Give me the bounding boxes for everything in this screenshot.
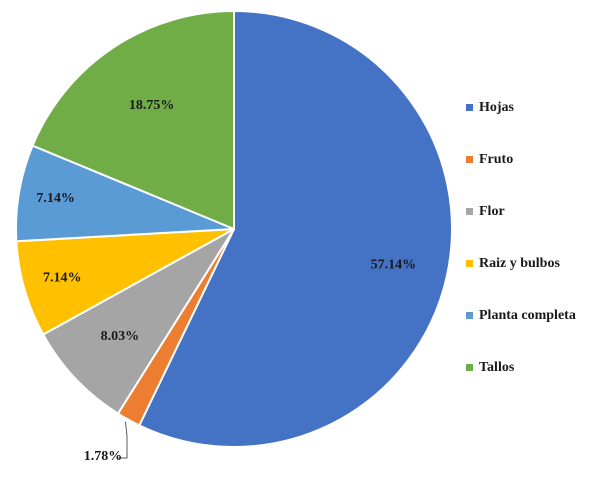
legend-swatch-hojas [466,104,473,111]
legend: Hojas Fruto Flor Raiz y bulbos Planta comple… [466,100,576,375]
legend-swatch-fruto [466,156,473,163]
data-label-tallos: 18.75% [129,98,175,113]
pie-slice-tallos [31,9,235,231]
pie-slice-hojas [137,9,454,448]
data-label-hojas: 57.14% [371,258,417,273]
legend-swatch-flor [466,208,473,215]
data-label-fruto: 1.78% [84,449,123,464]
pie-slice-flor [41,228,235,415]
pie-slices [14,9,454,448]
data-label-raiz-y-bulbos: 7.14% [43,271,82,286]
legend-label-flor: Flor [479,204,505,219]
legend-swatch-raiz-y-bulbos [466,260,473,267]
legend-label-planta-completa: Planta completa [479,308,576,323]
legend-swatch-tallos [466,364,473,371]
legend-label-tallos: Tallos [479,360,515,375]
legend-label-raiz-y-bulbos: Raiz y bulbos [479,256,560,271]
leader-lines [118,421,128,459]
legend-swatch-planta-completa [466,312,473,319]
data-label-planta-completa: 7.14% [36,191,75,206]
data-label-flor: 8.03% [101,329,140,344]
legend-label-fruto: Fruto [479,152,513,167]
legend-label-hojas: Hojas [479,100,515,115]
leader-line-fruto [118,421,128,459]
data-labels: 57.14% 1.78% 8.03% 7.14% 7.14% 18.75% [36,98,416,464]
